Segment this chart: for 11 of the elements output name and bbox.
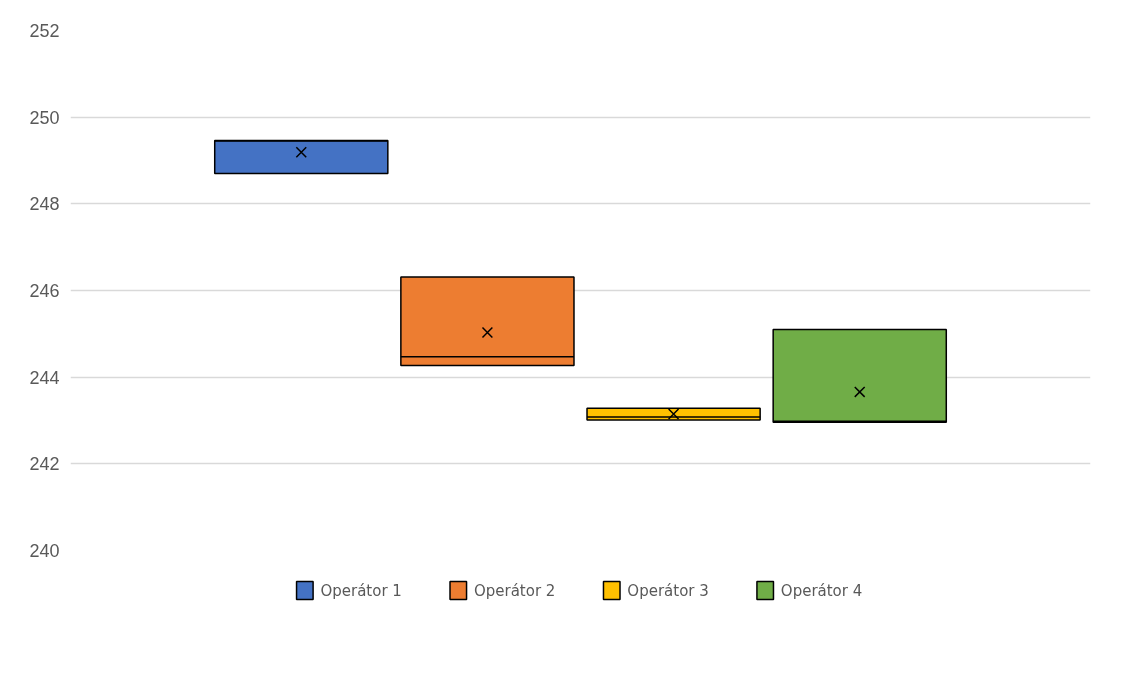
y-tick-label: 242 [29,454,60,475]
y-tick-label: 244 [29,367,60,388]
legend-label: Operátor 4 [780,581,863,600]
y-tick-label: 248 [29,194,60,215]
legend-label: Operátor 2 [473,581,556,600]
legend-label: Operátor 1 [320,581,402,600]
y-tick-label: 252 [29,21,60,41]
y-tick-label: 250 [29,107,60,128]
y-tick-label: 246 [29,281,60,301]
y-tick-label: 240 [29,541,60,561]
legend-label: Operátor 3 [627,581,709,600]
